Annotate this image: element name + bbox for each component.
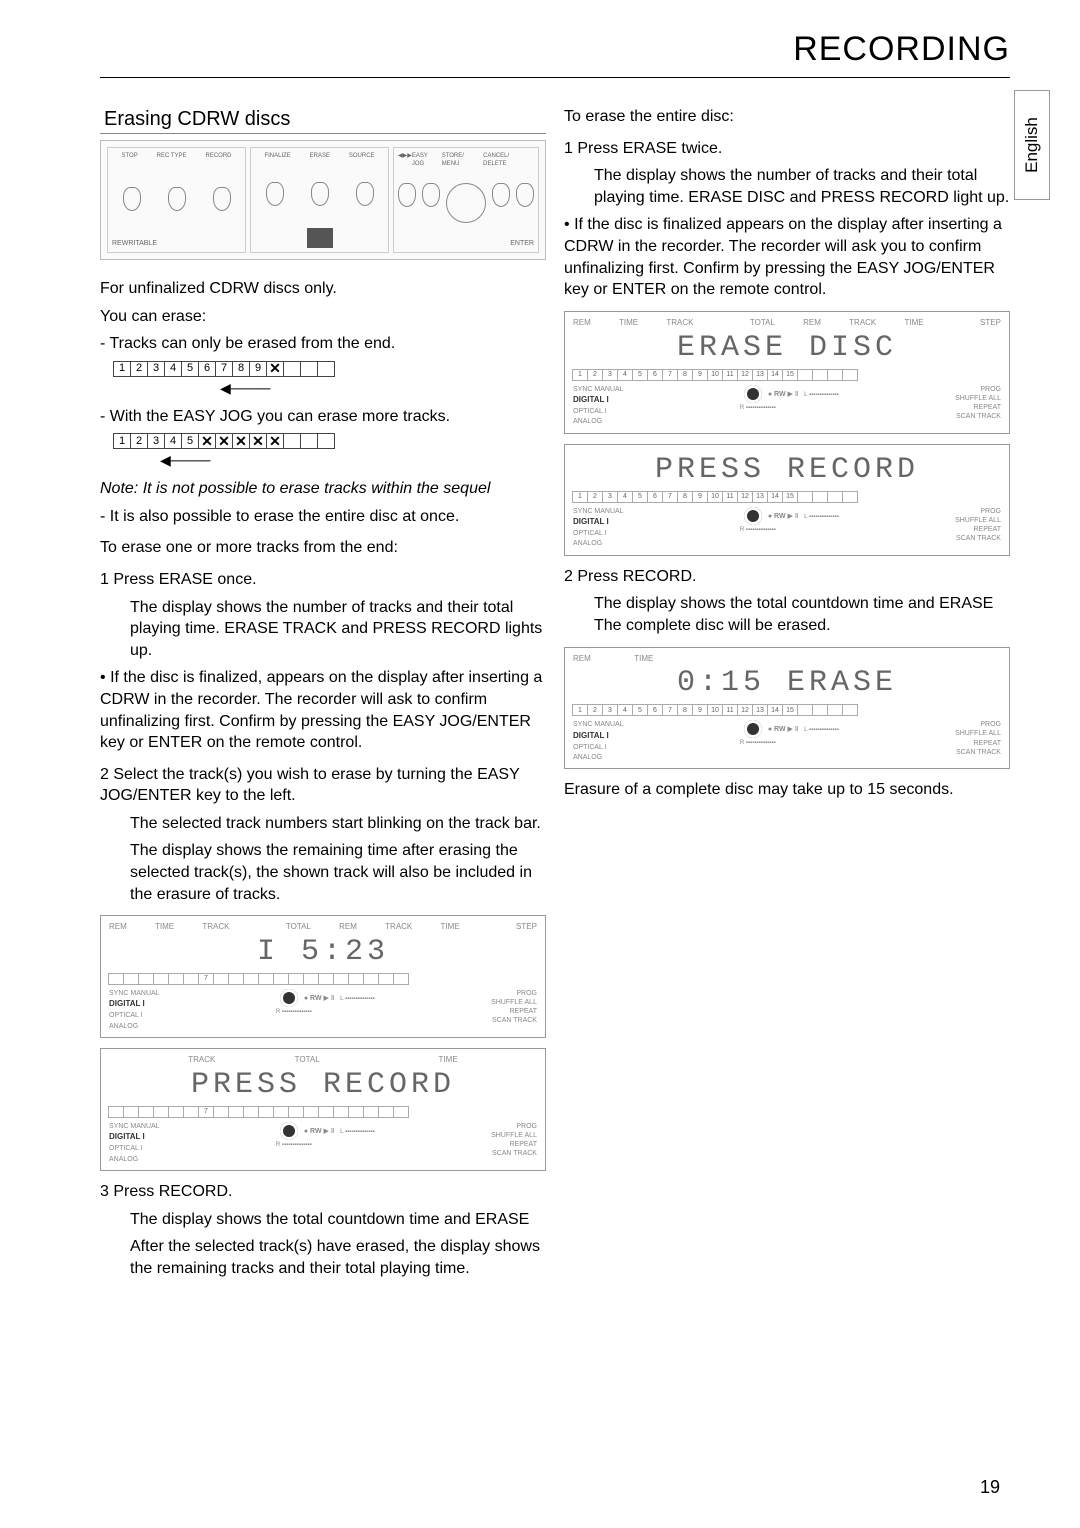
left-column: Erasing CDRW discs STOP REC TYPE RECORD RE… <box>100 106 546 1285</box>
tail-note: Erasure of a complete disc may take up t… <box>564 779 1010 801</box>
step-2-body-2: The display shows the remaining time aft… <box>100 840 546 905</box>
header-rule <box>100 77 1010 78</box>
language-label: English <box>1022 117 1042 173</box>
finalized-note: • If the disc is finalized, appears on t… <box>100 667 546 753</box>
step-title: Press ERASE twice. <box>577 140 722 157</box>
step-2-body-1: The selected track numbers start blinkin… <box>100 813 546 835</box>
bullet-mark: • <box>564 216 570 233</box>
intro-2: You can erase: <box>100 306 546 328</box>
enter-label: ENTER <box>398 239 534 248</box>
lcd-display-r1: REMTIMETRACKTOTALREMTRACKTIMESTEPERASE D… <box>564 311 1010 434</box>
right-heading: To erase the entire disc: <box>564 106 1010 128</box>
r-step-1: 1 Press ERASE twice. <box>564 138 1010 160</box>
note-text: Note: It is not possible to erase tracks… <box>100 478 546 500</box>
step-2: 2 Select the track(s) you wish to erase … <box>100 764 546 807</box>
step-1-body: The display shows the number of tracks a… <box>100 597 546 662</box>
page-number: 19 <box>980 1477 1000 1498</box>
lbl: ▶▶ <box>403 152 412 168</box>
intro-1: For unfinalized CDRW discs only. <box>100 278 546 300</box>
lbl: RECORD <box>205 152 231 160</box>
bullet-1: - Tracks can only be erased from the end… <box>100 333 546 355</box>
lbl: STORE/ MENU <box>442 152 483 168</box>
step-title: Select the track(s) you wish to erase by… <box>100 766 519 805</box>
track-strip-1: 123456789✕ <box>114 361 546 377</box>
step-1: 1 Press ERASE once. <box>100 569 546 591</box>
step-3-body-1: The display shows the total countdown ti… <box>100 1209 546 1231</box>
step-number: 1 <box>564 140 573 157</box>
lcd-display-2: TRACKTOTALTIMEPRESS RECORD7SYNC MANUALDI… <box>100 1048 546 1171</box>
subheading: To erase one or more tracks from the end… <box>100 537 546 559</box>
lbl: CANCEL/ DELETE <box>483 152 534 168</box>
arrow-icon: ◀──── <box>160 451 546 470</box>
step-3: 3 Press RECORD. <box>100 1181 546 1203</box>
r-step-2: 2 Press RECORD. <box>564 566 1010 588</box>
page-title: RECORDING <box>100 30 1010 69</box>
bullet-text: If the disc is finalized appears on the … <box>564 216 1002 298</box>
device-panel-illustration: STOP REC TYPE RECORD REWRITABLE FINALIZE ER… <box>100 140 546 260</box>
step-number: 2 <box>100 766 109 783</box>
step-title: Press ERASE once. <box>113 571 256 588</box>
lcd-display-r2: PRESS RECORD123456789101112131415SYNC MA… <box>564 444 1010 556</box>
step-number: 1 <box>100 571 109 588</box>
right-column: To erase the entire disc: 1 Press ERASE … <box>564 106 1010 1285</box>
r-step-1-body: The display shows the number of tracks a… <box>564 165 1010 208</box>
lcd-display-r3: REMTIME0:15 ERASE123456789101112131415SY… <box>564 647 1010 770</box>
r-step-2-body: The display shows the total countdown ti… <box>564 593 1010 636</box>
bullet-text: If the disc is finalized, appears on the… <box>100 669 542 751</box>
lbl: STOP <box>121 152 137 160</box>
arrow-icon: ◀──── <box>220 379 546 398</box>
lbl: ERASE <box>310 152 330 160</box>
language-tab: English <box>1014 90 1050 200</box>
step-number: 3 <box>100 1183 109 1200</box>
rewritable-label: REWRITABLE <box>112 239 241 248</box>
track-strip-2: 12345✕✕✕✕✕ <box>114 433 546 449</box>
bullet-3: - It is also possible to erase the entir… <box>100 506 546 528</box>
step-title: Press RECORD. <box>113 1183 232 1200</box>
section-title: Erasing CDRW discs <box>100 106 546 134</box>
step-number: 2 <box>564 568 573 585</box>
lbl: SOURCE <box>349 152 375 160</box>
lbl: FINALIZE <box>264 152 290 160</box>
lcd-display-1: REMTIMETRACKTOTALREMTRACKTIMESTEPI 5:237… <box>100 915 546 1038</box>
r-finalized-note: • If the disc is finalized appears on th… <box>564 214 1010 300</box>
step-title: Press RECORD. <box>577 568 696 585</box>
step-3-body-2: After the selected track(s) have erased,… <box>100 1236 546 1279</box>
content-columns: Erasing CDRW discs STOP REC TYPE RECORD RE… <box>100 106 1010 1285</box>
bullet-2: - With the EASY JOG you can erase more t… <box>100 406 546 428</box>
bullet-mark: • <box>100 669 106 686</box>
lbl: REC TYPE <box>157 152 187 160</box>
lbl: EASY JOG <box>412 152 442 168</box>
